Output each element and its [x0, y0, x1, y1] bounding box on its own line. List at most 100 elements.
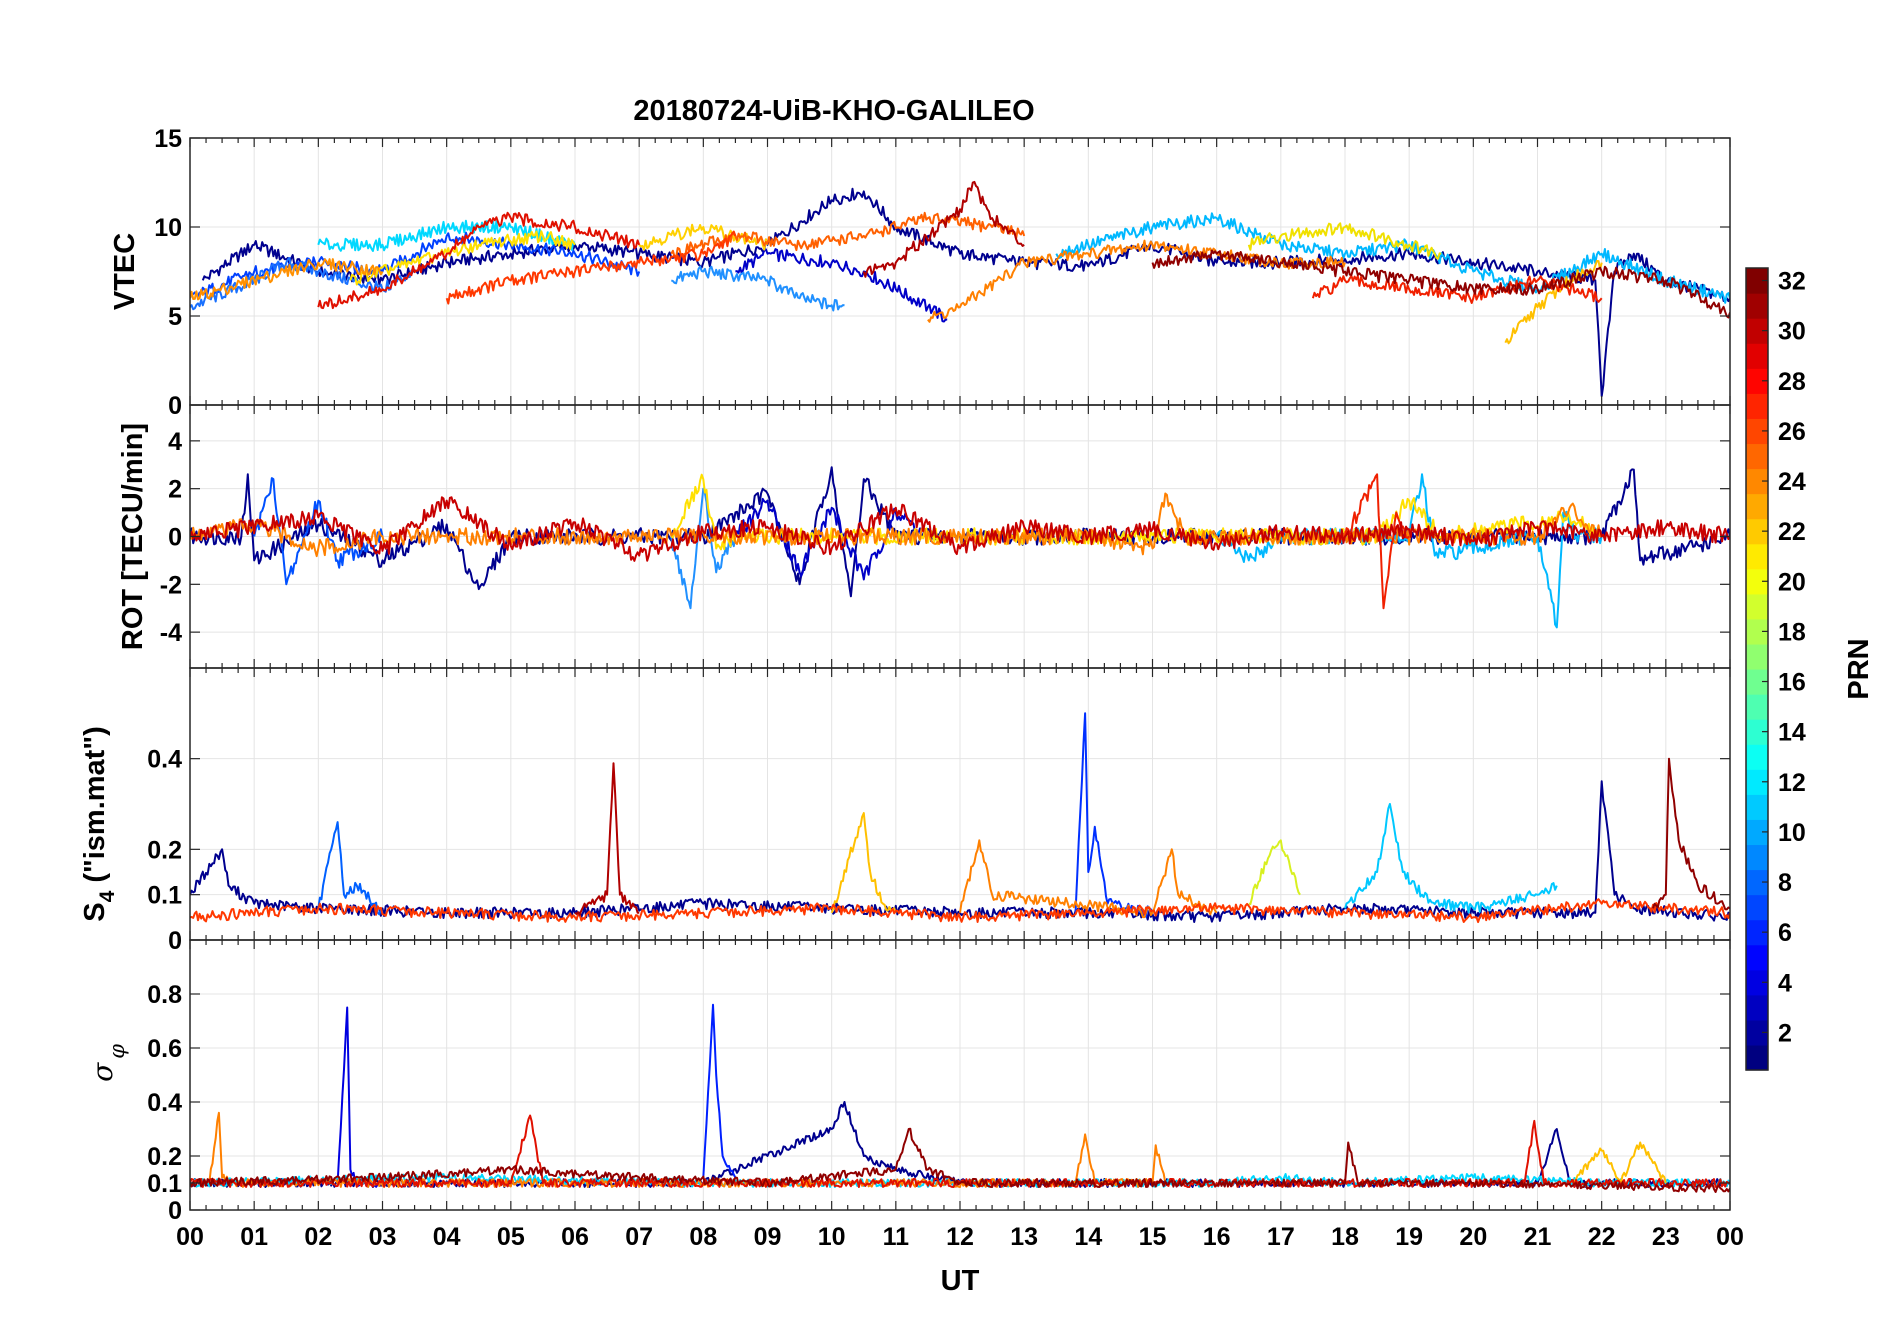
series-line-prn-27 — [1344, 473, 1410, 610]
colorbar-segment — [1746, 1019, 1768, 1046]
x-tick-label: 00 — [1716, 1223, 1744, 1251]
x-tick-label: 16 — [1203, 1223, 1231, 1251]
series-line-prn-28 — [317, 211, 641, 310]
colorbar-tick-label: 32 — [1778, 268, 1806, 296]
y-tick-label: 0 — [168, 524, 182, 552]
series-line-prn-20 — [1247, 222, 1442, 260]
x-tick-label: 08 — [689, 1223, 717, 1251]
colorbar-segment — [1746, 343, 1768, 369]
y-tick-label: 0 — [168, 392, 182, 420]
colorbar-segment — [1746, 443, 1768, 470]
series-line-prn-26 — [190, 898, 1730, 924]
colorbar-segment — [1746, 719, 1768, 745]
series-line-prn-30 — [862, 180, 1025, 278]
x-tick-label: 14 — [1074, 1223, 1102, 1251]
colorbar-segment — [1746, 919, 1768, 946]
y-tick-label: 0 — [168, 927, 182, 955]
colorbar-tick-label: 12 — [1778, 769, 1806, 797]
colorbar-segment — [1746, 368, 1768, 394]
panel-s4: 0 0.1 0.2 0.4 S4 ("ism.mat") — [79, 667, 1731, 955]
colorbar-segment — [1746, 468, 1768, 495]
y-tick-label: 15 — [154, 125, 182, 153]
series-line-prn-21 — [830, 812, 897, 914]
panel-sigma: 00.10.2 0.4 0.6 0.8 σφ — [86, 939, 1731, 1225]
colorbar-segment — [1746, 869, 1768, 896]
colorbar-segment — [1746, 643, 1768, 670]
y-tick-label: 2 — [168, 476, 182, 504]
x-axis: 00 01 02 03 04 05 06 07 08 09 10 11 12 13 14 15 16 17 18 19… — [176, 1223, 1744, 1251]
series-line-prn-25 — [670, 211, 1026, 259]
colorbar-tick-label: 24 — [1778, 468, 1806, 496]
colorbar-segment — [1746, 293, 1768, 319]
y-tick-label: 0.1 — [147, 1170, 182, 1198]
colorbar-tick-label: 6 — [1778, 919, 1792, 947]
series-line-prn-24 — [959, 839, 1218, 919]
x-tick-label: 18 — [1331, 1223, 1359, 1251]
colorbar-segment — [1746, 1044, 1768, 1071]
y-tick-label: 0.2 — [147, 836, 182, 864]
colorbar-segment — [1746, 969, 1768, 996]
panel-sigma-series — [190, 1003, 1730, 1193]
colorbar-segment — [1746, 694, 1768, 720]
x-tick-label: 20 — [1459, 1223, 1487, 1251]
colorbar-segment — [1746, 268, 1768, 294]
y-tick-label: 0 — [168, 1197, 182, 1225]
series-line-prn-31 — [190, 1127, 1730, 1193]
panel-vtec-series — [190, 180, 1730, 398]
colorbar-tick-label: 20 — [1778, 568, 1806, 596]
colorbar-segment — [1746, 944, 1768, 971]
x-tick-label: 19 — [1395, 1223, 1423, 1251]
y-tick-label: 0.4 — [147, 746, 182, 774]
y-tick-label: 10 — [154, 214, 182, 242]
series-line-prn-3 — [702, 1003, 737, 1179]
y-tick-label: 0.1 — [147, 882, 182, 910]
series-line-prn-11 — [1344, 803, 1558, 914]
x-tick-label: 11 — [883, 1223, 910, 1251]
y-tick-label: 0.8 — [147, 981, 182, 1009]
colorbar-tick-label: 4 — [1778, 969, 1792, 997]
colorbar-tick-label: 18 — [1778, 618, 1806, 646]
colorbar-tick-label: 8 — [1778, 869, 1792, 897]
colorbar-segment — [1746, 518, 1768, 545]
x-tick-label: 06 — [561, 1223, 589, 1251]
y-tick-label: -4 — [160, 619, 182, 647]
series-line-prn-6 — [317, 821, 384, 916]
series-line-prn-1 — [201, 187, 1730, 398]
series-line-prn-9 — [670, 487, 737, 610]
colorbar-segment — [1746, 393, 1768, 419]
colorbar-segment — [1746, 769, 1768, 795]
series-line-prn-20 — [349, 230, 576, 286]
y-axis-label: S4 ("ism.mat") — [79, 726, 119, 922]
chart-title: 20180724-UiB-KHO-GALILEO — [633, 95, 1034, 127]
colorbar-segment — [1746, 669, 1768, 695]
y-tick-label: 0.2 — [147, 1143, 182, 1171]
colorbar-segment — [1746, 543, 1768, 570]
colorbar-segment — [1746, 819, 1768, 846]
colorbar-tick-label: 2 — [1778, 1019, 1792, 1047]
y-tick-label: 4 — [168, 428, 182, 456]
colorbar-tick-label: 16 — [1778, 669, 1806, 697]
x-tick-label: 02 — [304, 1223, 332, 1251]
series-line-prn-21 — [1568, 1141, 1667, 1184]
x-tick-label: 03 — [369, 1223, 397, 1251]
x-tick-label: 15 — [1139, 1223, 1167, 1251]
colorbar-tick-label: 22 — [1778, 518, 1806, 546]
series-line-prn-6 — [253, 477, 384, 586]
colorbar-segment — [1746, 318, 1768, 344]
series-line-prn-24 — [190, 258, 384, 301]
colorbar-segment — [1746, 844, 1768, 871]
x-axis-label: UT — [941, 1265, 980, 1297]
series-line-prn-31 — [1652, 757, 1730, 911]
colorbar-segment — [1746, 568, 1768, 595]
y-tick-label: -2 — [160, 571, 182, 599]
colorbar-segment — [1746, 894, 1768, 921]
x-tick-label: 09 — [754, 1223, 782, 1251]
x-tick-label: 12 — [946, 1223, 974, 1251]
series-line-prn-29 — [190, 496, 1730, 562]
colorbar-tick-label: 30 — [1778, 318, 1806, 346]
colorbar-segment — [1746, 593, 1768, 620]
